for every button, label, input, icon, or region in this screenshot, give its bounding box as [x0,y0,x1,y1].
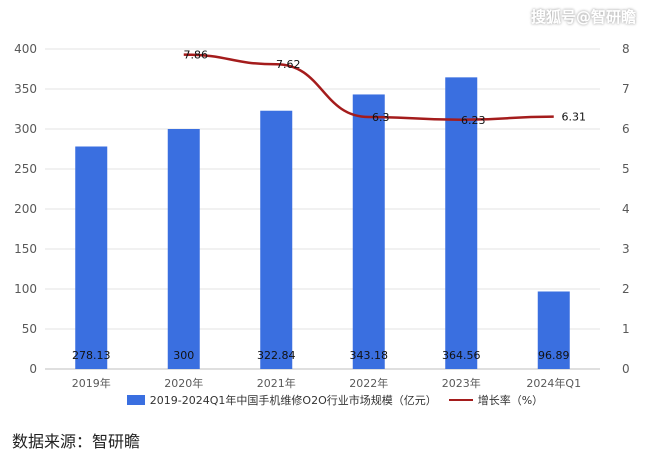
legend-item-growth-rate: 增长率（%） [448,392,544,408]
legend-item-market-size: 2019-2024Q1年中国手机维修O2O行业市场规模（亿元） [126,392,437,408]
watermark: 搜狐号@智研瞻 [530,8,636,26]
y-left-tick-label: 350 [14,82,37,96]
y-left-tick-label: 200 [14,202,37,216]
bar-data-label: 322.84 [257,349,296,362]
x-tick-label: 2022年 [349,376,388,390]
bar [167,129,200,369]
y-right-tick-label: 6 [622,122,630,136]
bar-data-label: 300 [173,349,194,362]
source-note: 数据来源：智研瞻 [12,432,141,451]
x-tick-label: 2024年Q1 [526,376,581,390]
bar [352,94,385,370]
x-tick-label: 2019年 [72,376,111,390]
legend: 2019-2024Q1年中国手机维修O2O行业市场规模（亿元） 增长率（%） [100,392,570,408]
line-data-label: 7.86 [184,49,209,62]
legend-label-growth-rate: 增长率（%） [477,394,544,407]
bar [445,77,478,370]
line-data-label: 6.23 [461,114,486,127]
legend-swatch-line [448,399,473,401]
y-left-tick-label: 250 [14,162,37,176]
x-tick-label: 2023年 [442,376,481,390]
line-data-label: 6.3 [372,111,390,124]
y-right-tick-label: 7 [622,82,630,96]
line-data-label: 6.31 [562,111,587,124]
bar [260,110,293,369]
y-left-tick-label: 400 [14,42,37,56]
line-data-label: 7.62 [276,58,301,71]
y-left-tick-label: 0 [29,362,37,376]
y-left-tick-label: 300 [14,122,37,136]
y-right-tick-label: 1 [622,322,630,336]
legend-label-market-size: 2019-2024Q1年中国手机维修O2O行业市场规模（亿元） [149,394,437,407]
bar-data-label: 364.56 [442,349,481,362]
bar [537,291,570,369]
x-tick-label: 2021年 [257,376,296,390]
y-left-tick-label: 150 [14,242,37,256]
legend-swatch-bar [126,395,145,405]
y-right-tick-label: 3 [622,242,630,256]
y-left-tick-label: 50 [22,322,37,336]
y-right-tick-label: 4 [622,202,630,216]
bar-data-label: 96.89 [538,349,570,362]
bar-data-label: 343.18 [350,349,389,362]
x-tick-label: 2020年 [164,376,203,390]
y-right-tick-label: 8 [622,42,630,56]
bar-data-label: 278.13 [72,349,111,362]
y-right-tick-label: 5 [622,162,630,176]
growth-rate-line [183,53,554,122]
bar [75,146,108,369]
y-right-tick-label: 2 [622,282,630,296]
y-left-tick-label: 100 [14,282,37,296]
y-right-tick-label: 0 [622,362,630,376]
